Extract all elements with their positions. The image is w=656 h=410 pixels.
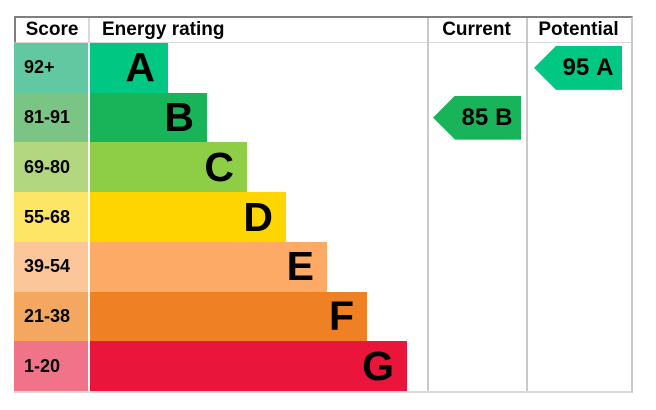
current-column: 85 B: [427, 43, 526, 391]
score-cell: 21-38: [14, 291, 88, 342]
header-current: Current: [442, 19, 511, 40]
current-rating-arrow: 85 B: [433, 95, 521, 140]
band-letter: F: [328, 292, 354, 339]
band-letter: C: [204, 143, 234, 190]
band-row-f: 21-38 F: [14, 291, 631, 342]
band-letter: E: [286, 243, 314, 290]
score-cell: 39-54: [14, 241, 88, 292]
rating-bar: E: [90, 241, 327, 292]
rating-bar: C: [90, 142, 247, 193]
band-letter: B: [164, 94, 194, 141]
band-row-g: 1-20 G: [14, 341, 631, 392]
divider-current-column: [427, 18, 429, 391]
potential-column: 95 A: [526, 43, 631, 391]
current-rating-band: B: [495, 103, 513, 131]
score-cell: 92+: [14, 43, 88, 93]
band-letter: A: [125, 44, 155, 91]
band-row-e: 39-54 E: [14, 241, 631, 292]
score-cell: 55-68: [14, 192, 88, 242]
band-row-a: 92+ A: [14, 43, 631, 93]
band-row-b: 81-91 B: [14, 92, 631, 143]
potential-rating-band: A: [596, 53, 614, 81]
divider-potential-column: [526, 18, 528, 391]
potential-rating-arrow: 95 A: [534, 45, 622, 90]
bands-area: 92+ A 81-91 B 69-80 C 55-68 D 39-54 E 21…: [14, 43, 631, 392]
epc-rating-chart: Score Energy rating Current Potential 92…: [14, 16, 633, 393]
chart-header-row: Score Energy rating Current Potential: [14, 18, 631, 43]
band-letter: D: [243, 193, 273, 240]
header-score: Score: [25, 19, 79, 40]
rating-bar: D: [90, 192, 286, 242]
header-energy-rating: Energy rating: [102, 19, 225, 40]
rating-bar: B: [90, 92, 207, 143]
rating-bar: F: [90, 291, 367, 342]
rating-bar: G: [90, 341, 407, 392]
score-cell: 1-20: [14, 341, 88, 392]
divider-score-column: [88, 18, 90, 42]
score-cell: 81-91: [14, 92, 88, 143]
potential-rating-value: 95: [562, 53, 590, 81]
rating-bar: A: [90, 43, 168, 93]
band-row-d: 55-68 D: [14, 192, 631, 242]
header-potential: Potential: [538, 19, 619, 40]
current-rating-value: 85: [461, 103, 489, 131]
band-row-c: 69-80 C: [14, 142, 631, 193]
band-letter: G: [362, 342, 394, 389]
score-cell: 69-80: [14, 142, 88, 193]
